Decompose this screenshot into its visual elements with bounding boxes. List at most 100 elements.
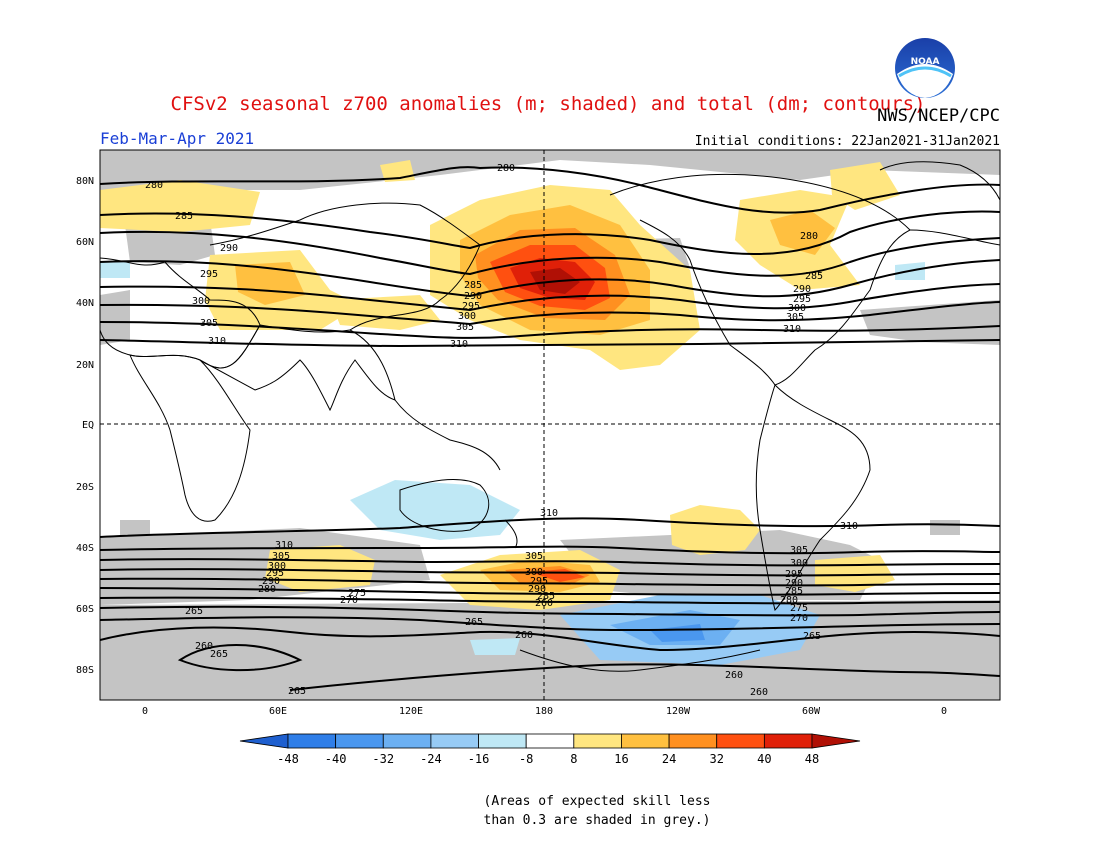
lon-tick-label: 0 [142,706,148,717]
colorbar-tick-label: -24 [420,752,442,766]
contour-label: 310 [783,324,801,335]
contour-labels-sh-atlantic: 310 305 300 295 290 285 280 275 270 265 [780,521,858,642]
lon-tick-label: 120W [666,706,691,717]
colorbar-tick-label: 8 [570,752,577,766]
colorbar-tick-label: 40 [757,752,771,766]
colorbar-arrow-left [239,733,289,749]
footnote-line-1: (Areas of expected skill less [484,794,711,809]
colorbar-tick-label: 24 [662,752,676,766]
contour-label: 290 [793,284,811,295]
contour-label: 285 [464,280,482,291]
contour-label: 270 [340,595,358,606]
contour-label: 260 [725,670,743,681]
contour-label: 280 [800,231,818,242]
contour-label: 310 [540,508,558,519]
period-label: Feb-Mar-Apr 2021 [100,129,254,148]
contour-label: 260 [195,641,213,652]
colorbar-swatch [763,733,813,749]
contour-label: 305 [525,551,543,562]
colorbar-tick-label: -32 [372,752,394,766]
lon-tick-label: 120E [399,706,423,717]
colorbar-arrow-right [811,733,861,749]
contour-label: 290 [464,291,482,302]
positive-anomalies [100,160,900,610]
figure-title: CFSv2 seasonal z700 anomalies (m; shaded… [171,93,926,115]
contour-label: 285 [175,211,193,222]
lat-tick-label: 80N [76,176,94,187]
colorbar-tick-label: -48 [277,752,299,766]
lon-tick-label: 60W [802,706,821,717]
colorbar-swatch [525,733,575,749]
contour-label: 285 [785,586,803,597]
colorbar-swatch [478,733,527,749]
contour-label: 260 [515,630,533,641]
colorbar-tick-label: 32 [710,752,724,766]
lat-tick-label: 40S [76,543,94,554]
contour-label: 290 [528,584,546,595]
contour-label: 295 [462,301,480,312]
colorbar-tick-label: -16 [468,752,490,766]
contour-label: 310 [450,339,468,350]
initial-conditions-label: Initial conditions: 22Jan2021-31Jan2021 [695,134,1000,149]
contour-label: 280 [780,595,798,606]
contour-label: 275 [348,588,366,599]
contour-label: 300 [458,311,476,322]
colorbar-swatch [668,733,718,749]
contour-label: 310 [275,540,293,551]
contour-label: 295 [785,569,803,580]
colorbar-swatch [573,733,622,749]
lon-tick-label: 180 [535,706,553,717]
contour-label: 270 [790,613,808,624]
contour-label: 265 [185,606,203,617]
contour-label: 295 [200,269,218,280]
contour-label: 280 [497,163,515,174]
colorbar [239,733,861,749]
contour-label: 265 [288,686,306,697]
contour-label: 300 [192,296,210,307]
colorbar-tick-label: -40 [325,752,347,766]
colorbar-tick-label: -8 [519,752,533,766]
contour-label: 310 [840,521,858,532]
contour-label: 280 [258,584,276,595]
lat-tick-label: EQ [82,420,94,431]
contour-label: 260 [750,687,768,698]
contour-label: 285 [537,591,555,602]
contour-label: 290 [262,576,280,587]
agency-label: NWS/NCEP/CPC [877,106,1000,126]
contour-label: 295 [530,576,548,587]
contour-label: 290 [785,578,803,589]
colorbar-swatch [430,733,479,749]
contour-labels-sh-pacific: 310 305 300 295 290 285 260 265 260 260 … [465,508,768,698]
lon-tick-label: 60E [269,706,287,717]
colorbar-swatch [287,733,337,749]
contour-label: 280 [145,180,163,191]
contour-label: 305 [272,551,290,562]
lat-tick-label: 20N [76,360,94,371]
contour-label: 275 [790,603,808,614]
contour-label: 305 [456,322,474,333]
contour-labels-sh-indian: 310 305 300 295 290 280 275 270 265 260 … [185,540,366,697]
contour-label: 310 [208,336,226,347]
contour-label: 300 [525,567,543,578]
lat-tick-label: 80S [76,665,94,676]
contour-label: 290 [220,243,238,254]
lat-tick-label: 40N [76,298,94,309]
contour-label: 300 [268,561,286,572]
colorbar-swatch [716,733,765,749]
map-panel: 280 285 290 295 300 305 310 280 285 290 … [99,149,1001,701]
lon-tick-label: 0 [941,706,947,717]
colorbar-swatch [621,733,670,749]
footnote-line-2: than 0.3 are shaded in grey.) [484,813,711,828]
contour-labels-nh-pacific: 280 285 290 295 300 305 310 [450,163,515,350]
contour-label: 285 [805,271,823,282]
sh-contours [100,517,1000,691]
contour-label: 265 [210,649,228,660]
contour-labels-nh-west: 280 285 290 295 300 305 310 [145,180,238,347]
colorbar-swatch [382,733,432,749]
lat-tick-label: 20S [76,482,94,493]
contour-label: 305 [790,545,808,556]
lat-tick-label: 60S [76,604,94,615]
contour-labels-nh-atlantic: 280 285 290 295 300 305 310 [783,231,823,335]
nh-contours [100,166,1000,348]
